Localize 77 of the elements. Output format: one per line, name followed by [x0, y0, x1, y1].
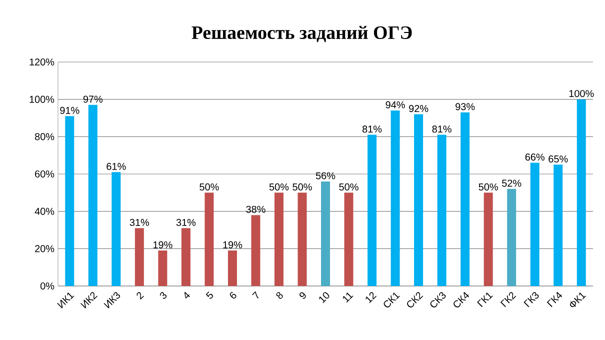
x-tick-label: 6 — [230, 292, 236, 299]
x-tick-label: СК2 — [407, 292, 424, 308]
x-tick-label: 5 — [206, 292, 213, 299]
bar — [344, 192, 354, 286]
x-tick-label: ГК3 — [524, 292, 539, 308]
y-tick-label: 100% — [30, 96, 54, 103]
data-label: 50% — [339, 183, 358, 190]
x-tick-label: СК4 — [454, 292, 470, 308]
chart-title: Решаемость заданий ОГЭ — [192, 26, 412, 42]
x-tick-label: 4 — [184, 292, 190, 298]
data-label: 56% — [316, 172, 336, 180]
y-tick-label: 0% — [40, 282, 54, 290]
bar — [484, 192, 493, 286]
y-tick-label: 40% — [34, 208, 54, 215]
x-tick-label: ИК3 — [104, 292, 120, 308]
bar — [298, 192, 307, 286]
x-tick-label: ИК2 — [80, 292, 98, 308]
x-tick-label: ИК1 — [57, 292, 74, 308]
data-label: 100% — [569, 90, 594, 98]
bar — [158, 250, 168, 286]
x-tick-label: 9 — [300, 292, 306, 299]
x-tick-label: СК3 — [430, 292, 446, 308]
data-label: 65% — [548, 155, 568, 162]
bar — [204, 192, 214, 286]
data-label: 50% — [478, 183, 498, 190]
bar — [507, 188, 516, 286]
x-tick-label: 12 — [366, 292, 377, 304]
data-label: 19% — [223, 241, 242, 248]
data-label: 81% — [432, 126, 452, 133]
bar — [414, 114, 424, 286]
data-label: 50% — [269, 183, 289, 190]
data-label: 66% — [525, 154, 544, 161]
y-tick-label: 20% — [35, 245, 54, 252]
data-label: 50% — [292, 183, 312, 190]
y-tick-label: 60% — [35, 170, 54, 178]
data-label: 92% — [409, 105, 428, 112]
x-tick-label: 10 — [319, 292, 330, 304]
bar — [181, 228, 190, 286]
bar — [88, 104, 98, 286]
bar — [554, 164, 563, 286]
bar — [368, 134, 377, 286]
bar — [251, 215, 260, 286]
bar — [65, 116, 74, 286]
bar — [228, 250, 237, 286]
data-label: 31% — [130, 218, 150, 226]
x-tick-label: 8 — [276, 292, 283, 299]
bar — [134, 228, 144, 286]
bar — [112, 172, 121, 286]
data-label: 91% — [60, 106, 80, 114]
y-tick-label: 80% — [34, 133, 54, 140]
x-tick-label: СК1 — [384, 292, 400, 308]
data-label: 94% — [386, 101, 405, 108]
x-tick-label: ФК1 — [570, 292, 586, 308]
data-label: 50% — [200, 183, 219, 190]
data-label: 61% — [106, 162, 126, 170]
x-tick-label: 11 — [342, 292, 354, 303]
bar — [530, 162, 540, 286]
data-label: 52% — [502, 180, 522, 187]
x-tick-label: ГК4 — [546, 292, 562, 308]
data-label: 19% — [153, 241, 172, 248]
data-label: 81% — [362, 126, 382, 133]
bar — [576, 99, 586, 286]
data-label: 38% — [246, 206, 266, 213]
x-tick-label: ГК1 — [477, 292, 493, 308]
x-tick-label: ГК2 — [500, 292, 516, 308]
data-label: 97% — [83, 96, 103, 103]
bar — [321, 181, 330, 286]
bar — [460, 112, 470, 286]
x-tick-label: 2 — [136, 292, 144, 300]
y-tick-label: 120% — [30, 58, 54, 66]
data-label: 93% — [456, 103, 475, 110]
x-tick-label: 7 — [252, 291, 259, 298]
bar — [390, 110, 400, 286]
bar — [437, 134, 446, 286]
bar — [274, 192, 284, 286]
x-tick-label: 3 — [160, 292, 167, 299]
data-label: 31% — [176, 218, 196, 226]
